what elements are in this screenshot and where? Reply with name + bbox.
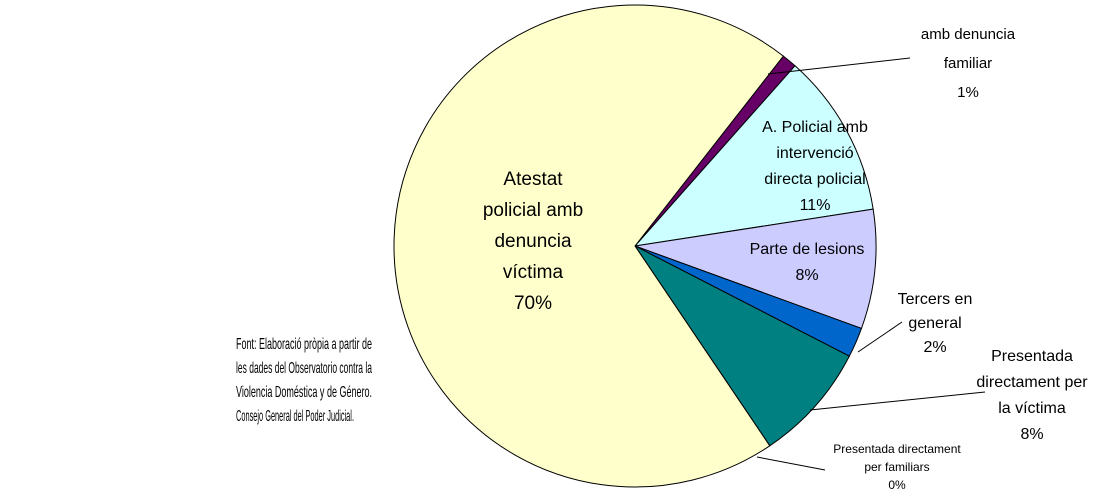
slice-label: Tercers en bbox=[898, 291, 973, 308]
source-note: Violencia Doméstica y de Género. bbox=[236, 384, 372, 401]
leader-line bbox=[767, 57, 911, 75]
slice-value-label: 8% bbox=[1020, 426, 1043, 443]
slice-label: policial amb bbox=[483, 200, 583, 221]
pie-slice bbox=[634, 245, 851, 447]
source-note: les dades del Observatorio contra la bbox=[236, 360, 372, 377]
slice-label: víctima bbox=[503, 262, 564, 283]
slice-label: Presentada bbox=[991, 348, 1073, 365]
slice-value-label: 11% bbox=[800, 197, 831, 214]
slice-label: directa policial bbox=[764, 171, 865, 188]
slice-value-label: 70% bbox=[514, 293, 552, 314]
slice-label: per familiars bbox=[864, 460, 929, 474]
slice-label: denuncia bbox=[494, 231, 572, 252]
slice-label: general bbox=[908, 315, 961, 332]
leader-line bbox=[809, 391, 986, 411]
slice-value-label: 8% bbox=[795, 267, 818, 284]
slice-label: intervenció bbox=[776, 145, 853, 162]
source-note: Font: Elaboració pròpia a partir de bbox=[236, 336, 372, 353]
slice-value-label: 1% bbox=[957, 84, 979, 101]
slice-label: Presentada directament bbox=[833, 442, 961, 456]
pie-slice bbox=[393, 4, 785, 488]
slice-label: directament per bbox=[976, 374, 1088, 391]
slice-label: amb denuncia bbox=[921, 26, 1016, 43]
slice-label: Parte de lesions bbox=[750, 241, 865, 258]
leader-line bbox=[756, 456, 826, 471]
pie-slice bbox=[634, 208, 877, 330]
leader-line bbox=[857, 321, 903, 353]
slice-label: familiar bbox=[944, 55, 992, 72]
source-note: Consejo General del Poder Judicial. bbox=[236, 408, 354, 425]
slice-value-label: 0% bbox=[888, 478, 906, 492]
slice-label: A. Policial amb bbox=[762, 119, 868, 136]
slice-value-label: 2% bbox=[923, 339, 946, 356]
pie-slice bbox=[633, 65, 874, 247]
slice-label: Atestat bbox=[503, 169, 563, 190]
slice-label: la víctima bbox=[998, 400, 1066, 417]
